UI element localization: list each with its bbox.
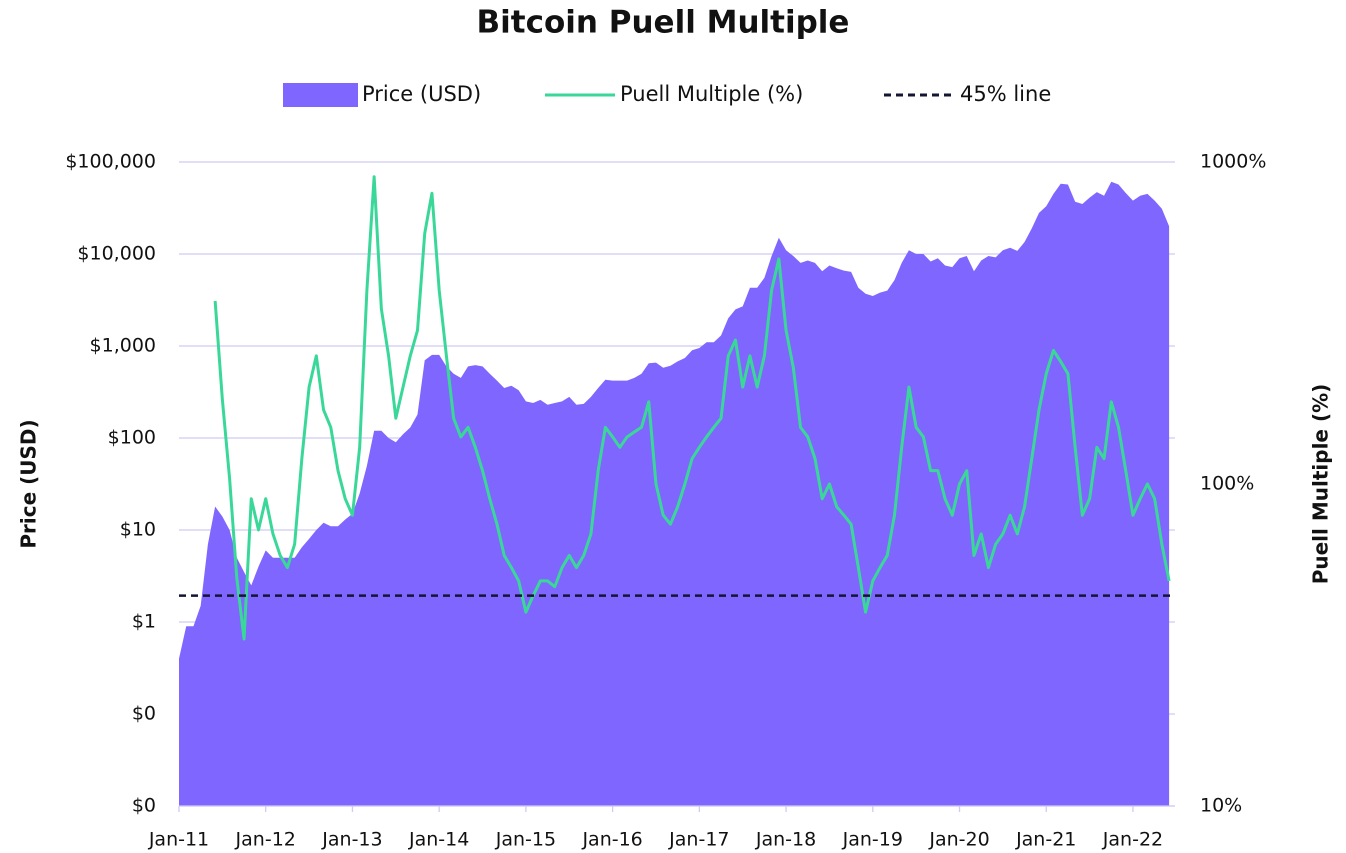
y-tick-label: $1 [132,611,156,633]
x-tick-label: Jan-13 [321,829,382,851]
y-tick-label: $0 [132,703,156,725]
y-tick-label: $10,000 [77,243,156,265]
y2-tick-label: 100% [1200,473,1254,495]
x-tick-label: Jan-18 [755,829,816,851]
legend-swatch [283,83,358,107]
x-tick-label: Jan-16 [581,829,642,851]
chart-title: Bitcoin Puell Multiple [477,5,850,41]
y2-tick-label: 10% [1200,795,1242,817]
y2-tick-label: 1000% [1200,151,1266,173]
y-tick-label: $10 [120,519,156,541]
x-tick-label: Jan-12 [235,829,296,851]
price-area [179,181,1170,807]
y-tick-label: $100,000 [65,151,156,173]
x-tick-label: Jan-22 [1102,829,1163,851]
x-tick-label: Jan-11 [148,829,209,851]
x-tick-label: Jan-17 [668,829,729,851]
y2-axis-title: Puell Multiple (%) [1309,384,1333,585]
x-tick-label: Jan-20 [928,829,989,851]
x-tick-label: Jan-21 [1015,829,1076,851]
y-tick-label: $0 [132,795,156,817]
x-tick-label: Jan-19 [842,829,903,851]
legend-label: Price (USD) [362,82,481,106]
y-axis-title: Price (USD) [17,419,41,548]
y-tick-label: $1,000 [90,335,156,357]
x-tick-label: Jan-14 [408,829,469,851]
legend-label: Puell Multiple (%) [620,82,803,106]
x-tick-label: Jan-15 [495,829,556,851]
puell-line [213,175,1171,641]
legend-label: 45% line [960,82,1051,106]
y-tick-label: $100 [108,427,156,449]
